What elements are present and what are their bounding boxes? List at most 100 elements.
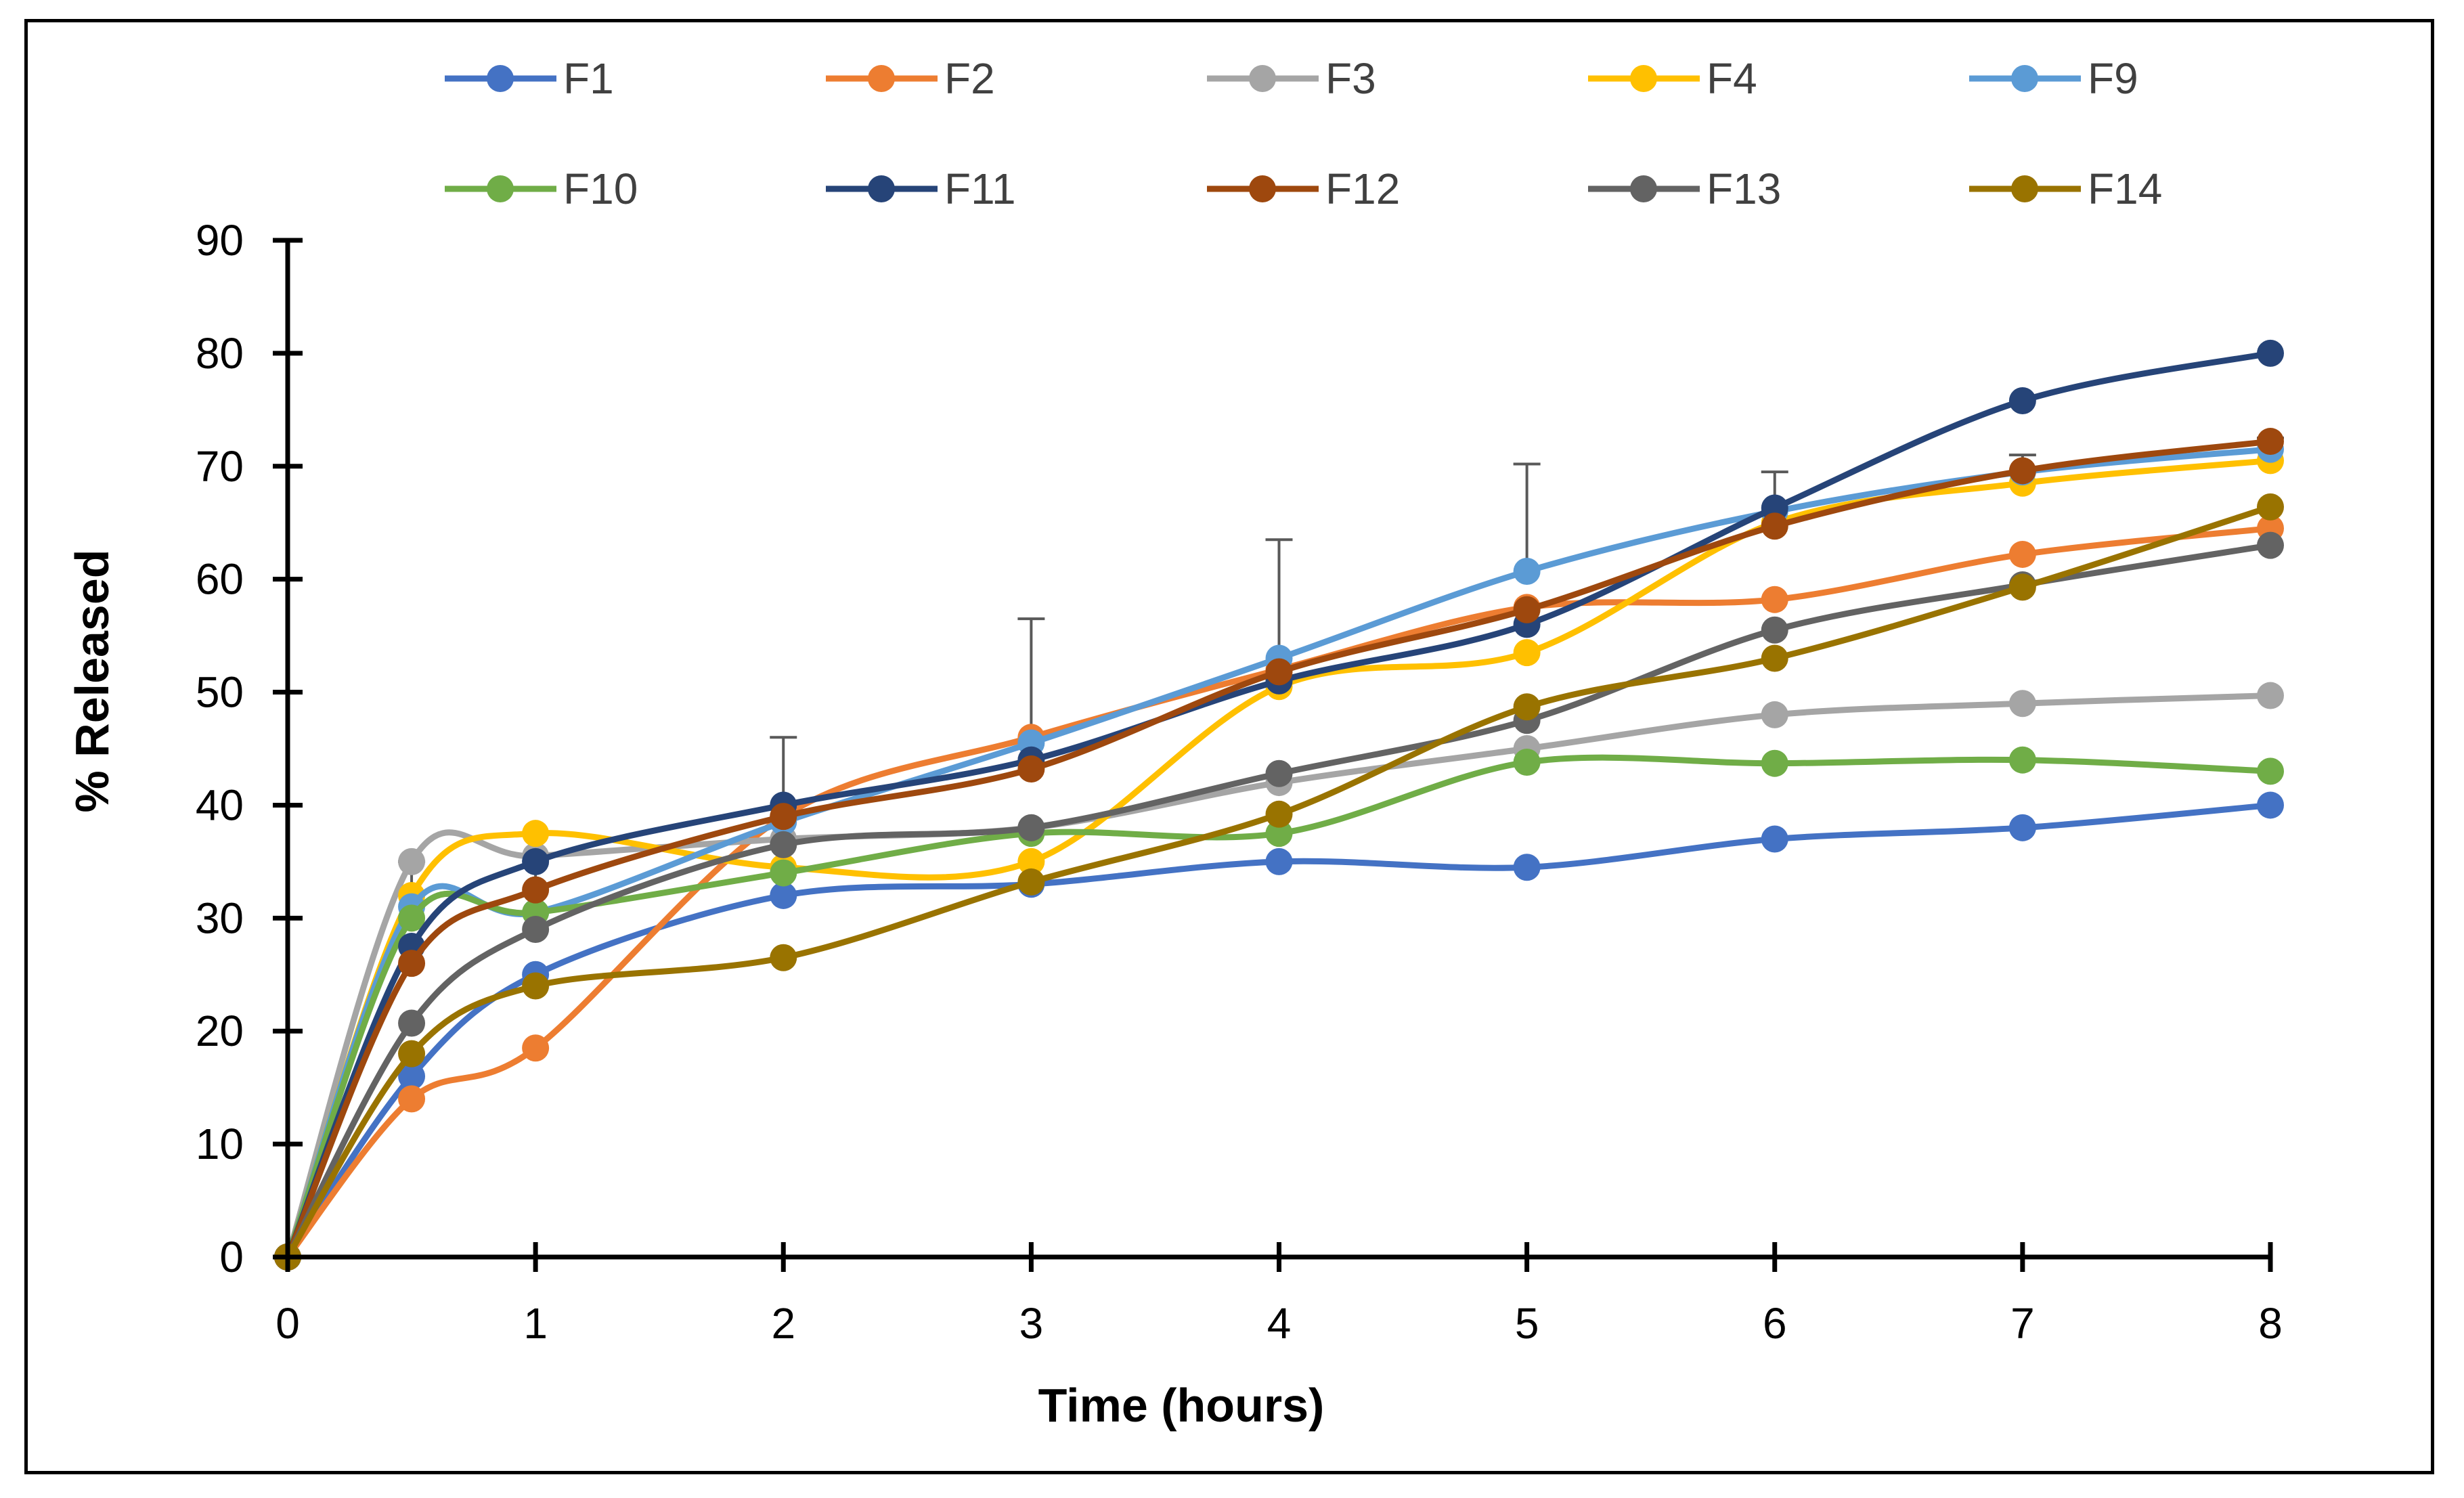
data-point-f10 xyxy=(1265,820,1293,847)
data-point-f13 xyxy=(522,916,550,944)
series-line-f9 xyxy=(284,446,2271,1258)
data-point-f14 xyxy=(1761,644,1788,672)
data-point-f13 xyxy=(2257,531,2284,559)
x-tick-label: 1 xyxy=(523,1299,548,1348)
data-point-f4 xyxy=(1513,639,1541,667)
x-tick-label: 0 xyxy=(276,1299,300,1348)
data-point-f14 xyxy=(2008,573,2036,601)
legend-label-f14: F14 xyxy=(2088,164,2162,213)
y-tick-label: 90 xyxy=(196,216,244,265)
y-tick-label: 10 xyxy=(196,1120,244,1168)
legend-label-f12: F12 xyxy=(1325,164,1400,213)
legend-label-f2: F2 xyxy=(944,54,995,103)
data-point-f12 xyxy=(770,803,797,831)
y-axis-title: % Released xyxy=(66,549,118,812)
data-point-f2 xyxy=(522,1034,550,1062)
data-point-f1 xyxy=(2257,791,2284,819)
data-point-f14 xyxy=(1017,868,1045,896)
data-point-f1 xyxy=(1265,847,1293,875)
x-tick-label: 3 xyxy=(1019,1299,1044,1348)
data-point-f1 xyxy=(1513,854,1541,881)
legend-label-f9: F9 xyxy=(2088,54,2138,103)
y-tick-label: 0 xyxy=(219,1233,244,1281)
data-point-f10 xyxy=(2008,746,2036,774)
data-point-f10 xyxy=(398,904,426,932)
series-line-f13 xyxy=(285,542,2271,1259)
data-point-f12 xyxy=(1513,596,1541,623)
data-point-f12 xyxy=(2008,457,2036,485)
data-point-f12 xyxy=(1265,658,1293,686)
series-line-f12 xyxy=(284,438,2271,1258)
series-line-f10 xyxy=(284,754,2271,1258)
data-point-f14 xyxy=(2257,493,2284,521)
data-point-f4 xyxy=(1017,847,1045,875)
data-point-f2 xyxy=(398,1085,426,1113)
legend-marker-f11 xyxy=(868,175,895,202)
x-tick-label: 2 xyxy=(771,1299,795,1348)
series-line-f14 xyxy=(285,504,2272,1259)
x-tick-label: 5 xyxy=(1515,1299,1539,1348)
y-tick-label: 80 xyxy=(196,329,244,378)
data-point-f10 xyxy=(1513,749,1541,776)
data-point-f13 xyxy=(770,831,797,858)
data-point-f14 xyxy=(1265,800,1293,828)
data-point-f11 xyxy=(2008,387,2036,414)
legend-marker-f4 xyxy=(1630,65,1657,92)
data-point-f3 xyxy=(1761,701,1788,728)
data-point-f13 xyxy=(1017,814,1045,841)
legend-label-f1: F1 xyxy=(563,54,614,103)
series-line-f1 xyxy=(285,801,2271,1259)
data-point-f13 xyxy=(398,1009,426,1037)
data-point-f9 xyxy=(1513,557,1541,585)
data-point-f12 xyxy=(2257,428,2284,456)
data-point-f12 xyxy=(1761,512,1788,540)
x-tick-label: 7 xyxy=(2010,1299,2035,1348)
data-point-f13 xyxy=(1265,759,1293,787)
legend-marker-f13 xyxy=(1630,175,1657,202)
legend-marker-f1 xyxy=(487,65,514,92)
data-point-f11 xyxy=(2257,339,2284,367)
legend-label-f13: F13 xyxy=(1707,164,1781,213)
x-axis-title: Time (hours) xyxy=(1038,1379,1325,1432)
data-point-f10 xyxy=(1761,749,1788,777)
y-tick-label: 70 xyxy=(196,442,244,491)
legend-marker-f3 xyxy=(1249,65,1276,92)
data-point-f12 xyxy=(398,950,426,977)
data-point-f10 xyxy=(770,859,797,887)
legend-marker-f14 xyxy=(2011,175,2038,202)
y-tick-label: 60 xyxy=(196,555,244,604)
legend-label-f10: F10 xyxy=(563,164,638,213)
data-point-f14 xyxy=(1513,693,1541,721)
chart-frame xyxy=(24,19,2434,1474)
data-point-f4 xyxy=(522,820,550,847)
data-point-f14 xyxy=(398,1040,426,1067)
legend-marker-f10 xyxy=(487,175,514,202)
x-tick-label: 6 xyxy=(1763,1299,1787,1348)
data-point-f10 xyxy=(2257,757,2284,785)
y-tick-label: 50 xyxy=(196,668,244,717)
data-point-f1 xyxy=(770,881,797,909)
legend-label-f11: F11 xyxy=(944,164,1016,213)
data-point-f1 xyxy=(1761,825,1788,853)
x-tick-label: 4 xyxy=(1267,1299,1292,1348)
data-point-f14 xyxy=(522,972,550,1000)
x-tick-label: 8 xyxy=(2258,1299,2283,1348)
data-point-f13 xyxy=(1761,616,1788,644)
y-tick-label: 40 xyxy=(196,780,244,829)
data-point-f14 xyxy=(770,944,797,971)
data-point-f3 xyxy=(2008,690,2036,718)
legend-label-f4: F4 xyxy=(1707,54,1757,103)
y-tick-label: 20 xyxy=(196,1007,244,1055)
data-point-f12 xyxy=(1017,755,1045,783)
data-point-f1 xyxy=(2008,814,2036,841)
data-point-f3 xyxy=(2257,682,2284,709)
legend-marker-f12 xyxy=(1249,175,1276,202)
data-point-f2 xyxy=(1761,586,1788,613)
legend-marker-f9 xyxy=(2011,65,2038,92)
y-tick-label: 30 xyxy=(196,894,244,942)
data-point-f1 xyxy=(398,1062,426,1090)
data-point-f12 xyxy=(522,876,550,904)
data-point-f3 xyxy=(398,847,426,875)
data-point-f11 xyxy=(522,847,550,875)
